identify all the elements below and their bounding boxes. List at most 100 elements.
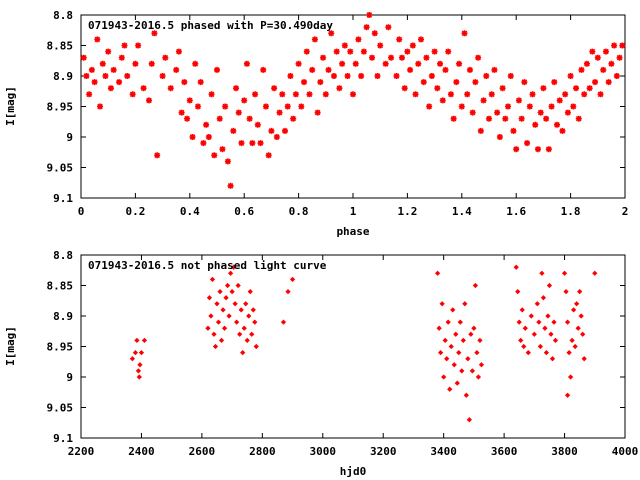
data-point [377,42,384,49]
plot-frame [80,254,626,439]
data-point [227,270,234,276]
data-point [428,73,435,79]
data-point [184,115,191,122]
data-point [457,319,463,325]
data-point [434,270,441,276]
data-point [466,66,473,73]
data-point [328,30,335,37]
data-point [561,270,568,276]
data-point [230,127,237,134]
data-points [129,264,598,423]
data-point [358,73,365,79]
data-point [303,48,310,55]
data-point [208,91,215,98]
data-point [465,356,471,362]
data-point [276,109,283,116]
data-point [138,349,145,356]
data-point [243,301,249,307]
data-point [369,54,376,61]
data-point [178,109,185,116]
phased-light-curve-panel: 0 0.2 0.4 0.6 0.8 1 1.2 1.4 1.6 1.8 2 8.8 8.85 8.9 8.9… [4,9,628,238]
data-point [602,48,609,55]
data-point [336,85,343,92]
data-point [360,48,367,55]
data-point [494,109,501,116]
y-tick-label: 8.95 [47,101,74,114]
data-point [583,60,590,67]
data-point [216,115,223,122]
chart-title: 071943-2016.5 phased with P=30.490day [88,19,333,32]
y-axis-label: I[mag] [4,326,17,366]
data-point [234,319,240,325]
data-point [215,319,222,325]
data-point [233,85,240,92]
axis-ticks: 2200 2400 2600 2800 3000 3200 3400 3600 3800 4000… [47,249,639,458]
data-point [431,48,438,55]
data-point [513,264,519,270]
data-point [581,91,588,98]
data-point [221,325,228,331]
data-point [575,115,582,122]
y-tick-label: 8.9 [53,310,73,323]
y-tick-label: 8.8 [53,9,73,22]
data-point [526,103,533,110]
data-point [366,12,373,18]
data-point [238,307,244,313]
data-point [265,152,272,159]
data-point [564,392,571,398]
data-point [309,66,316,73]
data-point [314,109,321,116]
data-point [518,337,524,344]
data-point [528,313,534,319]
data-point [556,97,563,104]
data-point [86,91,93,98]
data-point [330,73,337,79]
data-point [137,362,143,368]
data-point [325,66,332,73]
data-point [531,331,537,337]
data-point [246,115,253,122]
data-point [469,109,476,116]
data-point [418,36,424,43]
x-tick-label: 0.4 [180,205,200,218]
data-point [442,337,448,344]
y-tick-label: 8.85 [47,40,74,53]
data-point [214,66,220,73]
y-tick-label: 8.85 [47,280,74,293]
data-point [578,66,585,73]
data-point [537,109,544,116]
data-point [475,374,482,380]
data-point [581,356,587,362]
data-point [124,73,131,79]
data-point [244,337,250,344]
data-point [521,79,528,86]
data-point [83,73,90,79]
data-point [592,270,598,276]
data-point [116,79,123,86]
y-tick-label: 8.9 [53,70,73,83]
data-point [382,60,389,67]
data-point [466,417,472,423]
data-point [344,73,351,79]
data-point [548,103,555,110]
data-point [545,313,551,319]
data-point [574,301,580,307]
data-point [564,109,571,116]
data-point [468,331,474,337]
data-point [478,362,485,368]
data-point [442,66,449,73]
data-point [540,295,547,301]
x-tick-label: 3000 [310,445,337,458]
data-point [211,152,218,159]
data-point [129,356,136,362]
data-point [569,337,575,344]
data-point [99,60,106,67]
data-point [483,73,490,79]
data-point [542,325,548,331]
data-point [439,301,445,307]
data-point [580,331,586,337]
chart-title: 071943-2016.5 not phased light curve [88,259,327,272]
data-point [268,127,275,134]
data-point [474,349,480,356]
data-point [206,295,213,301]
